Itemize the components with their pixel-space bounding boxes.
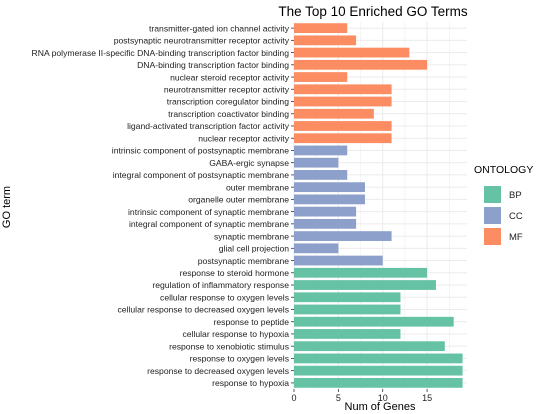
legend-key [484, 228, 501, 245]
bar [294, 23, 348, 34]
bar [294, 231, 392, 241]
bar [294, 182, 365, 193]
y-tick-label: transmitter-gated ion channel activity [149, 23, 290, 33]
y-tick-label: response to steroid hormone [180, 268, 290, 278]
y-tick-label: intrinsic component of synaptic membrane [128, 207, 289, 217]
bar [294, 47, 410, 58]
bar [294, 121, 392, 131]
plot-area [294, 22, 467, 389]
y-tick-label: response to xenobiotic stimulus [169, 341, 289, 351]
legend-label: BP [509, 190, 522, 201]
y-tick-label: cellular response to hypoxia [182, 329, 289, 339]
y-tick-label: outer membrane [226, 182, 289, 192]
y-tick-label: regulation of inflammatory response [152, 280, 289, 290]
bar [294, 84, 392, 95]
plot-panel [294, 22, 467, 389]
y-tick-label: GABA-ergic synapse [209, 158, 289, 168]
x-tick-label: 15 [422, 393, 432, 403]
bar [294, 59, 428, 70]
legend-key [484, 207, 501, 224]
y-tick-label: ligand-activated transcription factor ac… [127, 121, 290, 131]
y-tick-label: response to peptide [214, 317, 290, 327]
y-tick-label: intrinsic component of postsynaptic memb… [112, 146, 289, 156]
bar [294, 35, 357, 46]
bar [294, 243, 339, 254]
x-tick-label: 5 [336, 393, 341, 403]
bar [294, 72, 348, 82]
x-tick-labels: 0 5 10 15 [291, 389, 432, 403]
x-axis-label: Num of Genes [345, 401, 416, 413]
y-axis-label: GO term [1, 186, 13, 228]
x-tick-label: 10 [378, 393, 388, 403]
y-tick-label: neurotransmitter receptor activity [164, 84, 290, 94]
legend-label: MF [509, 232, 523, 243]
bar [294, 157, 339, 168]
y-tick-label: nuclear steroid receptor activity [170, 72, 290, 82]
bar [294, 304, 401, 315]
bar [294, 96, 392, 107]
legend-key [484, 186, 501, 203]
y-tick-label: transcription coactivator binding [168, 109, 289, 119]
y-tick-label: integral component of synaptic membrane [129, 219, 289, 229]
y-tick-label: response to oxygen levels [190, 354, 289, 364]
y-tick-label: RNA polymerase II-specific DNA-binding t… [32, 48, 290, 58]
bar [294, 377, 463, 388]
y-tick-label: cellular response to oxygen levels [160, 292, 289, 302]
bar [294, 218, 357, 229]
bar [294, 341, 445, 352]
y-tick-label: integral component of postsynaptic membr… [113, 170, 289, 180]
bar [294, 108, 374, 119]
legend: ONTOLOGY BP CC MF [474, 164, 533, 245]
bar [294, 280, 436, 290]
y-tick-label: postsynaptic membrane [198, 256, 289, 266]
bars [294, 23, 463, 388]
y-tick-label: organelle outer membrane [188, 195, 289, 205]
bar [294, 329, 401, 339]
y-tick-label: response to hypoxia [212, 378, 289, 388]
y-tick-label: nuclear receptor activity [198, 133, 289, 143]
y-tick-label: transcription coregulator binding [167, 97, 290, 107]
bar [294, 170, 348, 180]
y-tick-label: response to decreased oxygen levels [147, 366, 289, 376]
bar [294, 316, 454, 327]
y-tick-label: postsynaptic neurotransmitter receptor a… [114, 36, 290, 46]
bar [294, 194, 365, 205]
bar [294, 145, 348, 156]
bar [294, 133, 392, 144]
bar [294, 206, 357, 217]
y-tick-label: glial cell projection [219, 244, 289, 254]
y-tick-labels: transmitter-gated ion channel activity po… [32, 23, 294, 388]
legend-label: CC [509, 211, 523, 222]
x-tick-label: 0 [291, 393, 296, 403]
bar [294, 353, 463, 364]
bar [294, 292, 401, 303]
bar [294, 365, 463, 376]
bar [294, 267, 428, 278]
y-tick-label: cellular response to decreased oxygen le… [118, 305, 290, 315]
legend-title: ONTOLOGY [474, 164, 533, 176]
y-tick-label: synaptic membrane [214, 231, 289, 241]
bar [294, 255, 383, 266]
chart-title: The Top 10 Enriched GO Terms [278, 4, 468, 19]
y-tick-label: DNA-binding transcription factor binding [137, 60, 289, 70]
